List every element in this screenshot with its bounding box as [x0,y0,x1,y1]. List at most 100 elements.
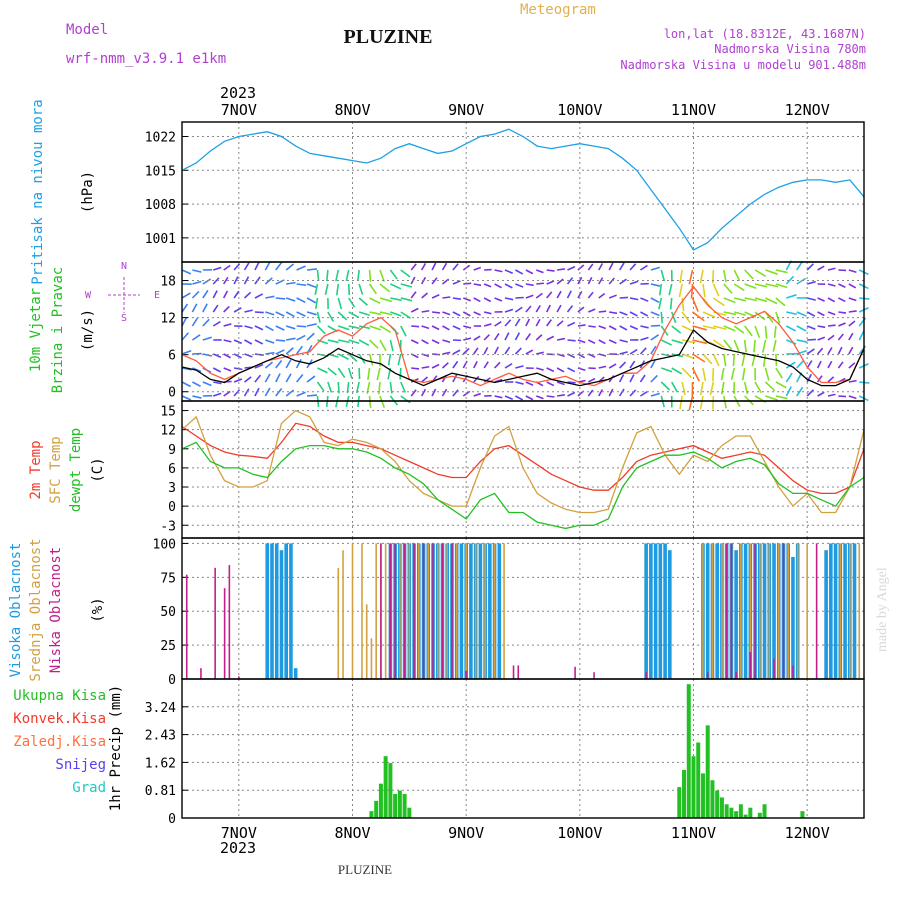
wind-arrow [441,362,449,369]
precip-bar [757,812,762,818]
wind-arrow [608,388,614,397]
wind-arrow [753,339,756,353]
precip-bar [686,684,691,818]
wind-arrow [181,381,191,388]
wind-arrow [357,269,360,282]
wind-arrow [275,297,286,300]
wind-arrow [535,292,543,299]
wind-arrow [827,360,833,369]
wind-arrow [692,353,706,363]
credit-text: made by Angel [875,567,890,652]
wind-arrow [660,311,664,324]
wind-arrow [483,311,492,315]
cloud-bar-high [772,543,776,679]
wind-arrow [286,281,296,285]
wind-arrow [806,325,816,330]
ylabel-temp-sfc: SFC Temp [48,436,64,503]
wind-arrow [640,264,648,271]
wind-arrow [640,390,648,397]
wind-arrow [265,311,275,316]
ylabel-pressure: Pritisak na nivou mora [30,99,46,284]
wind-arrow [650,297,660,304]
cloud-bar-high [715,543,719,679]
wind-arrow [515,395,524,401]
wind-arrow [577,367,586,372]
wind-arrow [324,283,329,295]
wind-arrow [233,290,240,299]
wind-arrow [389,381,393,394]
wind-arrow [181,292,191,299]
wind-arrow [306,311,317,316]
wind-arrow [264,361,274,369]
wind-arrow [327,367,337,376]
wind-arrow [337,311,348,321]
wind-arrow [369,311,382,316]
wind-arrow [233,339,243,345]
ytick-label: 1.62 [145,756,176,771]
xtick-label-top: 12NOV [785,101,830,119]
wind-arrow [389,269,398,280]
wind-arrow [588,308,596,313]
wind-arrow [431,294,440,299]
wind-arrow [483,377,491,383]
wind-arrow [598,365,607,369]
wind-arrow [556,337,566,341]
wind-arrow [817,391,825,397]
wind-arrow [848,283,857,289]
ytick-label: 1015 [145,164,176,179]
wind-arrow [514,332,521,341]
wind-arrow [608,375,615,383]
wind-arrow [314,297,319,310]
wind-arrow [233,389,241,397]
wind-arrow [712,395,715,410]
wind-arrow [378,381,381,395]
wind-arrow [712,367,715,382]
cloud-bar-high [649,543,653,679]
wind-arrow [536,282,544,285]
wind-arrow [379,395,386,408]
precip-legend-1: Konvek.Kisa [13,711,106,727]
wind-arrow [389,339,394,352]
wind-arrow [588,353,596,358]
wind-arrow [358,325,371,330]
cloud-bar-high [289,543,293,679]
wind-arrow [254,311,264,314]
wind-arrow [827,283,836,287]
wind-arrow [681,325,695,333]
wind-arrow [629,311,638,317]
temp-line-2 [181,441,865,530]
wind-arrow [390,311,402,317]
wind-arrow [629,263,637,271]
wind-arrow [379,311,393,316]
cloud-bar-high [663,543,667,679]
wind-arrow [762,353,767,367]
wind-arrow [442,339,451,343]
wind-arrow [535,334,543,341]
ytick-label: 100 [153,537,176,552]
wind-arrow [442,311,451,316]
wind-arrow [473,297,481,303]
wind-arrow [658,283,663,296]
wind-arrow [515,296,524,299]
wind-arrow [754,381,762,394]
wind-arrow [483,361,489,369]
wind-arrow [536,351,544,355]
wind-arrow [702,311,716,318]
precip-bar [800,811,805,818]
wind-arrow [452,349,461,355]
ytick-label: 9 [168,443,176,458]
xtick-label-top: 8NOV [334,101,370,119]
wind-arrow [368,353,374,366]
wind-arrow [723,395,727,409]
wind-arrow [400,283,413,288]
xtick-label-bottom: 9NOV [448,824,484,842]
precip-bar [374,800,379,818]
wind-arrow [827,297,836,303]
wind-arrow [609,311,618,315]
precip-bar [762,804,767,818]
wind-arrow [690,283,694,299]
wind-arrow [525,381,534,386]
wind-arrow [233,353,242,359]
wind-arrow [741,367,746,381]
wind-arrow [223,390,231,397]
